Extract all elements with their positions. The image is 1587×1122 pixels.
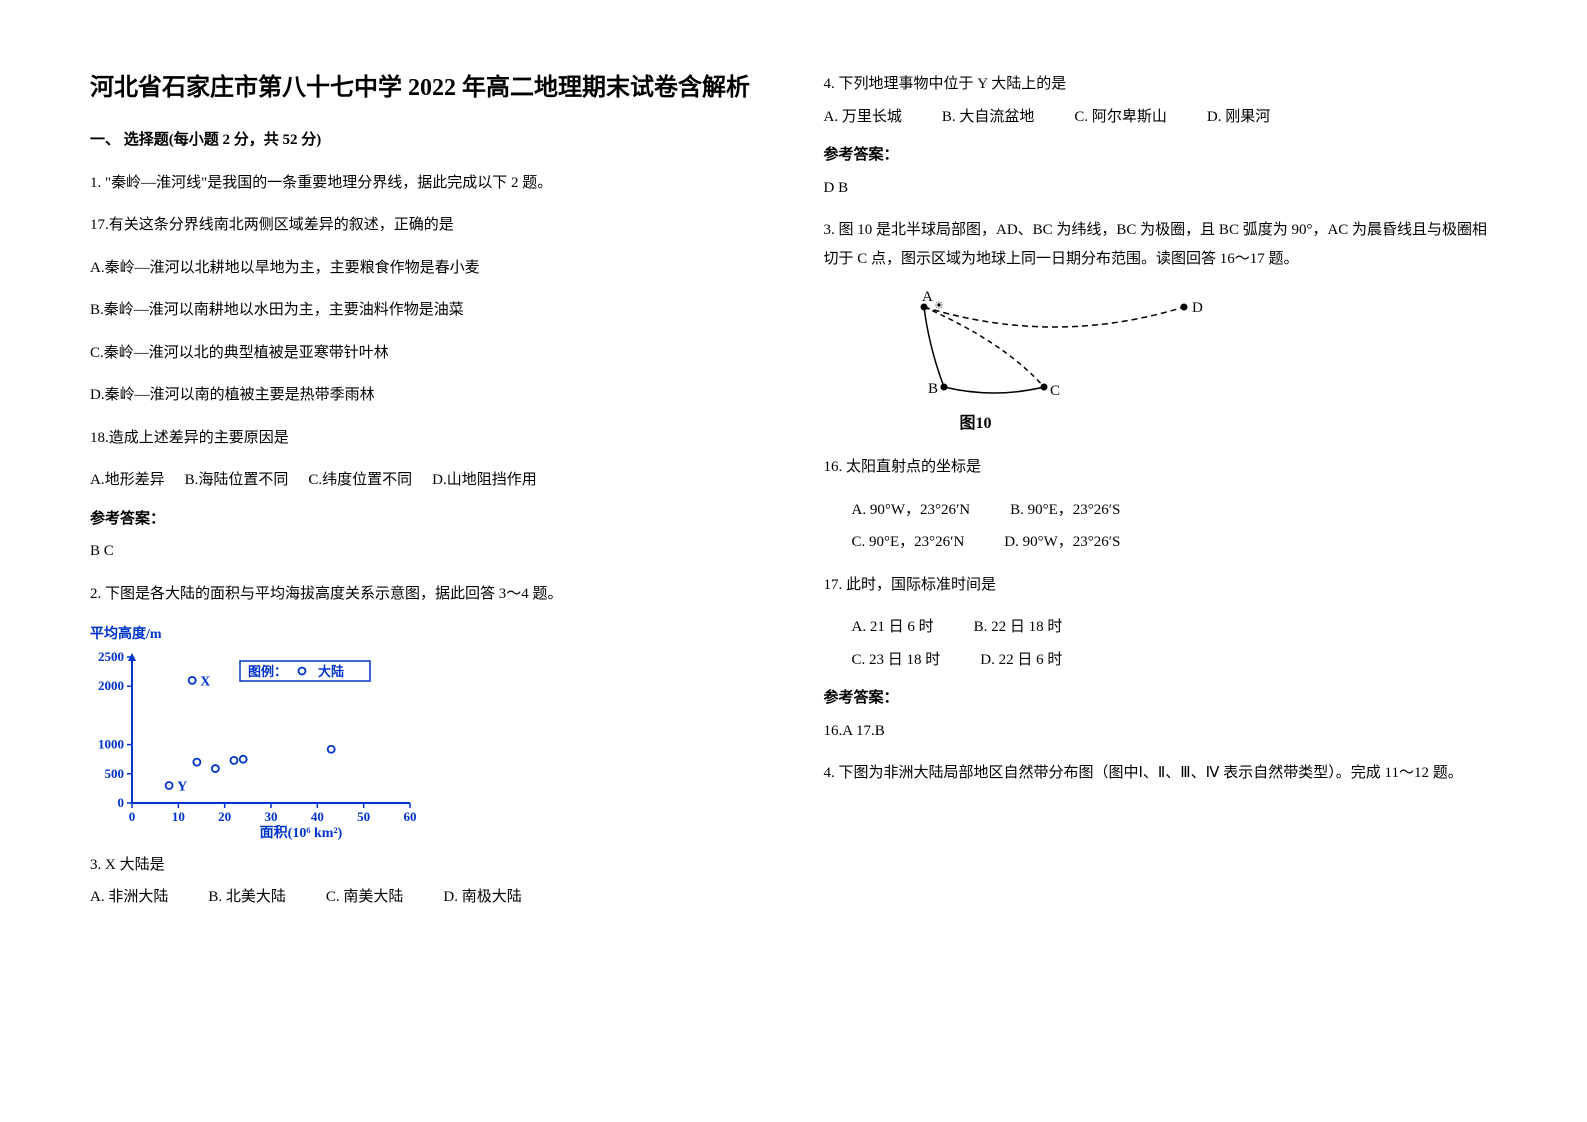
globe-diagram: A D B C ☀ 图10 bbox=[884, 287, 1498, 439]
svg-text:图例：: 图例： bbox=[248, 664, 287, 679]
q3-17-b: B. 22 日 18 时 bbox=[974, 613, 1063, 642]
q1-opt-b: B.秦岭—淮河以南耕地以水田为主，主要油料作物是油菜 bbox=[90, 296, 764, 325]
svg-text:Y: Y bbox=[177, 779, 187, 794]
scatter-chart-svg: 0 500 1000 2000 2500 0 10 20 30 40 50 60 面积(10⁶ km²)… bbox=[90, 651, 420, 841]
q3-answer-label: 参考答案： bbox=[824, 684, 1498, 713]
svg-text:大陆: 大陆 bbox=[318, 664, 344, 679]
q1-sub17: 17.有关这条分界线南北两侧区域差异的叙述，正确的是 bbox=[90, 211, 764, 240]
q1-opt-c: C.秦岭—淮河以北的典型植被是亚寒带针叶林 bbox=[90, 339, 764, 368]
q3-17-c: C. 23 日 18 时 bbox=[852, 646, 941, 675]
q2-sub3-options: A. 非洲大陆 B. 北美大陆 C. 南美大陆 D. 南极大陆 bbox=[90, 883, 764, 912]
svg-text:500: 500 bbox=[105, 765, 125, 780]
q2-3-b: B. 北美大陆 bbox=[208, 883, 286, 912]
svg-text:X: X bbox=[200, 674, 210, 689]
globe-svg: A D B C ☀ bbox=[884, 287, 1224, 407]
q2-3-c: C. 南美大陆 bbox=[326, 883, 404, 912]
section-1-heading: 一、 选择题(每小题 2 分，共 52 分) bbox=[90, 126, 764, 155]
q3-sub16-options: A. 90°W，23°26′N B. 90°E，23°26′S C. 90°E，… bbox=[824, 496, 1498, 557]
svg-text:10: 10 bbox=[172, 809, 185, 824]
q1-sub18-options: A.地形差异 B.海陆位置不同 C.纬度位置不同 D.山地阻挡作用 bbox=[90, 466, 764, 495]
q1-opt-a: A.秦岭—淮河以北耕地以旱地为主，主要粮食作物是春小麦 bbox=[90, 254, 764, 283]
q1-opt-d: D.秦岭—淮河以南的植被主要是热带季雨林 bbox=[90, 381, 764, 410]
svg-text:C: C bbox=[1050, 383, 1060, 399]
q3-answer: 16.A 17.B bbox=[824, 717, 1498, 746]
svg-text:☀: ☀ bbox=[934, 300, 944, 312]
q2-4-a: A. 万里长城 bbox=[824, 103, 902, 132]
svg-text:2500: 2500 bbox=[98, 651, 124, 664]
svg-text:面积(10⁶ km²): 面积(10⁶ km²) bbox=[260, 824, 343, 841]
q1-18-a: A.地形差异 bbox=[90, 466, 165, 495]
question-4-stem: 4. 下图为非洲大陆局部地区自然带分布图（图中Ⅰ、Ⅱ、Ⅲ、Ⅳ 表示自然带类型）。… bbox=[824, 759, 1498, 788]
svg-text:30: 30 bbox=[265, 809, 278, 824]
q3-sub17-options: A. 21 日 6 时 B. 22 日 18 时 C. 23 日 18 时 D.… bbox=[824, 613, 1498, 674]
svg-text:2000: 2000 bbox=[98, 678, 124, 693]
q3-sub17: 17. 此时，国际标准时间是 bbox=[824, 571, 1498, 600]
question-1-stem: 1. "秦岭—淮河线"是我国的一条重要地理分界线，据此完成以下 2 题。 bbox=[90, 169, 764, 198]
q2-answer: D B bbox=[824, 174, 1498, 203]
q2-answer-label: 参考答案： bbox=[824, 141, 1498, 170]
left-column: 河北省石家庄市第八十七中学 2022 年高二地理期末试卷含解析 一、 选择题(每… bbox=[90, 70, 764, 1052]
q3-sub16: 16. 太阳直射点的坐标是 bbox=[824, 453, 1498, 482]
q2-4-c: C. 阿尔卑斯山 bbox=[1074, 103, 1167, 132]
svg-text:60: 60 bbox=[404, 809, 417, 824]
q1-18-b: B.海陆位置不同 bbox=[185, 466, 289, 495]
continent-chart: 平均高度/m 0 500 1000 2000 2500 0 10 20 30 40 50 60 面积(1… bbox=[90, 622, 764, 841]
svg-text:0: 0 bbox=[129, 809, 136, 824]
q3-16-c: C. 90°E，23°26′N bbox=[852, 528, 965, 557]
q3-17-d: D. 22 日 6 时 bbox=[980, 646, 1062, 675]
exam-title: 河北省石家庄市第八十七中学 2022 年高二地理期末试卷含解析 bbox=[90, 70, 764, 106]
svg-text:20: 20 bbox=[218, 809, 231, 824]
q2-3-d: D. 南极大陆 bbox=[443, 883, 521, 912]
q1-sub18: 18.造成上述差异的主要原因是 bbox=[90, 424, 764, 453]
q2-4-d: D. 刚果河 bbox=[1207, 103, 1270, 132]
question-2-stem: 2. 下图是各大陆的面积与平均海拔高度关系示意图，据此回答 3～4 题。 bbox=[90, 580, 764, 609]
q1-18-c: C.纬度位置不同 bbox=[308, 466, 412, 495]
svg-text:0: 0 bbox=[118, 795, 125, 810]
q1-answer: B C bbox=[90, 537, 764, 566]
right-column: 4. 下列地理事物中位于 Y 大陆上的是 A. 万里长城 B. 大自流盆地 C.… bbox=[824, 70, 1498, 1052]
q2-sub4: 4. 下列地理事物中位于 Y 大陆上的是 bbox=[824, 70, 1498, 99]
svg-text:A: A bbox=[922, 289, 933, 305]
q1-18-d: D.山地阻挡作用 bbox=[432, 466, 537, 495]
q3-16-b: B. 90°E，23°26′S bbox=[1010, 496, 1120, 525]
q3-17-a: A. 21 日 6 时 bbox=[852, 613, 934, 642]
chart-y-title: 平均高度/m bbox=[90, 622, 764, 649]
q1-answer-label: 参考答案： bbox=[90, 505, 764, 534]
question-3-stem: 3. 图 10 是北半球局部图，AD、BC 为纬线，BC 为极圈，且 BC 弧度… bbox=[824, 216, 1498, 273]
svg-text:B: B bbox=[928, 381, 938, 397]
svg-text:40: 40 bbox=[311, 809, 324, 824]
q2-4-b: B. 大自流盆地 bbox=[942, 103, 1035, 132]
q3-16-d: D. 90°W，23°26′S bbox=[1004, 528, 1120, 557]
q2-3-a: A. 非洲大陆 bbox=[90, 883, 168, 912]
globe-caption: 图10 bbox=[884, 409, 1498, 439]
svg-text:D: D bbox=[1192, 300, 1203, 316]
q3-16-a: A. 90°W，23°26′N bbox=[852, 496, 971, 525]
q2-sub3: 3. X 大陆是 bbox=[90, 851, 764, 880]
svg-text:50: 50 bbox=[357, 809, 370, 824]
q2-sub4-options: A. 万里长城 B. 大自流盆地 C. 阿尔卑斯山 D. 刚果河 bbox=[824, 103, 1498, 132]
svg-text:1000: 1000 bbox=[98, 736, 124, 751]
